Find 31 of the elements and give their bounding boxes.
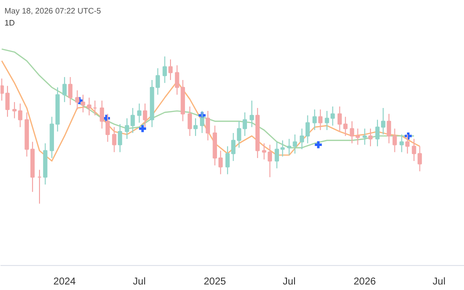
candlestick bbox=[87, 97, 92, 116]
candlestick bbox=[193, 118, 198, 136]
x-tick-label: Jul bbox=[282, 276, 296, 288]
candlestick bbox=[112, 126, 116, 153]
candlestick bbox=[368, 128, 373, 147]
text: May 18, 2026 07:22 UTC-5 bbox=[4, 6, 102, 16]
candlestick bbox=[318, 108, 323, 131]
candlestick bbox=[405, 134, 410, 154]
candlestick bbox=[312, 108, 317, 131]
candlestick bbox=[250, 100, 254, 128]
x-tick-label: Jul bbox=[132, 276, 146, 288]
chart-title: 1D bbox=[4, 18, 15, 28]
point bbox=[403, 131, 413, 141]
candlestick bbox=[62, 76, 67, 103]
candlestick bbox=[362, 128, 367, 146]
candlestick bbox=[68, 76, 72, 106]
x-tick-label: Jul bbox=[432, 276, 446, 288]
candlestick bbox=[206, 110, 210, 141]
candlestick bbox=[162, 56, 167, 84]
point bbox=[314, 140, 324, 150]
candlestick bbox=[188, 106, 192, 136]
candlestick bbox=[200, 110, 204, 134]
candlestick bbox=[118, 124, 122, 153]
x-tick-label: 2024 bbox=[53, 276, 76, 288]
candlestick bbox=[142, 103, 148, 128]
x-tick-label: 2026 bbox=[354, 276, 376, 288]
candlestick bbox=[400, 134, 404, 153]
candlestick bbox=[137, 103, 142, 124]
x-tick-label: 2025 bbox=[204, 276, 226, 288]
candlestick bbox=[168, 58, 173, 80]
point bbox=[138, 124, 148, 134]
